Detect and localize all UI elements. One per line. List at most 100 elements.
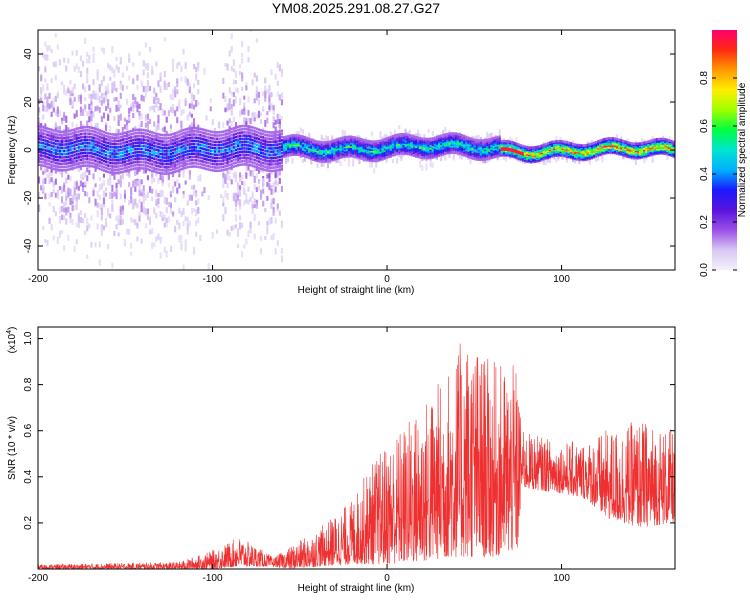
spectrogram-cell <box>195 100 198 107</box>
spectrogram-cell <box>138 144 141 148</box>
spectrogram-cell <box>61 215 64 221</box>
spectrogram-cell <box>218 134 221 137</box>
spectrogram-cell <box>107 103 110 109</box>
spectrogram-cell <box>157 165 160 168</box>
spectrogram-cell <box>222 149 225 153</box>
spectrogram-cell <box>190 158 193 162</box>
spectrogram-cell <box>38 144 41 147</box>
spectrogram-cell <box>450 138 453 142</box>
spectrogram-cell <box>454 134 457 137</box>
spectrogram-cell <box>82 158 85 161</box>
spectrogram-cell <box>109 107 112 113</box>
spectrogram-cell <box>220 130 223 134</box>
spectrogram-cell <box>243 137 246 141</box>
spectrogram-cell <box>492 151 495 154</box>
spectrogram-cell <box>295 150 298 153</box>
spectrogram-cell <box>396 148 399 151</box>
spectrogram-cell <box>435 137 438 141</box>
spectrogram-cell <box>268 217 271 225</box>
spectrogram-cell <box>385 145 388 148</box>
spectrogram-cell <box>142 151 145 154</box>
spectrogram-cell <box>92 158 95 162</box>
spectrogram-cell <box>82 108 85 116</box>
spectrogram-cell <box>144 86 147 93</box>
spectrogram-cell <box>406 152 409 156</box>
spectrogram-cell <box>121 135 124 142</box>
spectrogram-cell <box>42 84 45 92</box>
spectrogram-cell <box>203 163 206 167</box>
spectrogram-cell <box>266 150 269 153</box>
spectrogram-cell <box>128 75 131 81</box>
spectrogram-cell <box>461 150 464 153</box>
spectrogram-cell <box>73 83 76 90</box>
spectrogram-cell <box>245 147 248 150</box>
spectrogram-cell <box>228 157 231 160</box>
spectrogram-cell <box>123 144 126 147</box>
spectrogram-cell <box>287 144 290 148</box>
spectrogram-cell <box>172 167 175 171</box>
spectrogram-cell <box>316 143 319 147</box>
spectrogram-cell <box>121 205 124 210</box>
spectrogram-cell <box>320 145 323 149</box>
spectrogram-cell <box>176 147 179 150</box>
spectrogram-cell <box>107 63 110 69</box>
spectrogram-cell <box>94 133 97 137</box>
spectrogram-cell <box>86 120 89 128</box>
spectrogram-cell <box>146 85 149 92</box>
spectrogram-cell <box>132 94 135 100</box>
spectrogram-cell <box>345 145 348 148</box>
spectrogram-cell <box>251 129 254 132</box>
spectrogram-cell <box>216 229 219 234</box>
spectrogram-cell <box>394 153 397 156</box>
spectrogram-cell <box>58 206 61 214</box>
spectrogram-cell <box>266 134 269 137</box>
spectrogram-cell <box>431 154 434 158</box>
spectrogram-cell <box>461 151 464 155</box>
spectrogram-cell <box>69 158 72 161</box>
spectrogram-cell <box>136 236 139 242</box>
spectrogram-cell <box>184 239 187 246</box>
spectrogram-cell <box>230 162 233 166</box>
spectrogram-cell <box>247 148 250 153</box>
spectrogram-cell <box>327 156 330 160</box>
spectrogram-cell <box>226 138 229 142</box>
spectrogram-cell <box>260 151 263 155</box>
spectrogram-cell <box>140 141 143 144</box>
spectrogram-cell <box>368 151 371 154</box>
spectrogram-cell <box>402 136 405 139</box>
spectrogram-cell <box>178 162 181 165</box>
spectrogram-cell <box>337 144 340 147</box>
spectrogram-cell <box>379 150 382 154</box>
spectrogram-cell <box>105 145 108 150</box>
spectrogram-cell <box>339 161 342 167</box>
spectrogram-cell <box>167 165 170 169</box>
spectrogram-cell <box>128 162 131 165</box>
spectrogram-cell <box>247 125 250 128</box>
spectrogram-cell <box>400 142 403 146</box>
spectrogram-cell <box>58 110 61 116</box>
spectrogram-cell <box>280 186 283 193</box>
spectrogram-cell <box>515 142 518 146</box>
spectrogram-cell <box>102 153 105 156</box>
spectrogram-cell <box>149 162 152 165</box>
spectrogram-cell <box>492 148 495 151</box>
spectrogram-cell <box>126 131 129 134</box>
spectrogram-cell <box>280 161 283 165</box>
spectrogram-cell <box>46 143 49 146</box>
spectrogram-cell <box>182 132 185 135</box>
spectrogram-cell <box>92 190 95 197</box>
spectrogram-cell <box>257 169 260 174</box>
spectrogram-cell <box>247 117 250 123</box>
spectrogram-cell <box>203 141 206 145</box>
spectrogram-cell <box>237 142 240 147</box>
spectrogram-cell <box>410 136 413 139</box>
spectrogram-cell <box>98 84 101 90</box>
spectrogram-cell <box>182 191 185 196</box>
spectrogram-cell <box>373 156 376 159</box>
spectrogram-cell <box>398 149 401 152</box>
spectrogram-cell <box>79 142 82 146</box>
spectrogram-cell <box>318 144 321 147</box>
spectrogram-cell <box>132 113 135 119</box>
spectrogram-cell <box>241 144 244 147</box>
spectrogram-cell <box>67 158 70 162</box>
